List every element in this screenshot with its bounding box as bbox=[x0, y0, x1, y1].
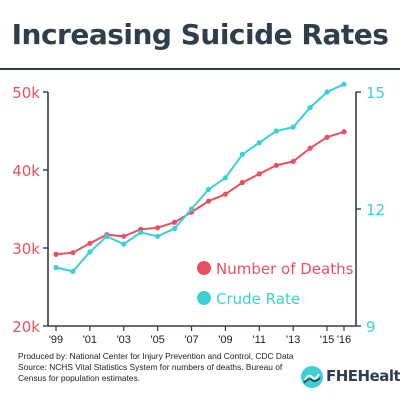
series-line-number-of-deaths bbox=[55, 130, 345, 256]
x-tick-label: '16 bbox=[337, 334, 351, 346]
x-tick-label: '15 bbox=[320, 334, 334, 346]
data-point-number-of-deaths bbox=[171, 219, 178, 225]
data-point-number-of-deaths bbox=[239, 179, 245, 186]
x-tick-label: '11 bbox=[253, 334, 267, 346]
x-tick-label: '07 bbox=[184, 334, 198, 346]
data-point-crude-rate bbox=[239, 151, 245, 157]
data-point-number-of-deaths bbox=[324, 134, 330, 140]
data-point-number-of-deaths bbox=[273, 162, 279, 168]
data-point-crude-rate bbox=[155, 233, 161, 239]
brand-name: FHEHealth bbox=[326, 367, 400, 385]
data-point-crude-rate bbox=[171, 225, 178, 232]
fhe-logo-icon bbox=[301, 366, 323, 388]
data-point-crude-rate bbox=[53, 264, 59, 271]
data-point-number-of-deaths bbox=[222, 191, 229, 197]
x-tick-label: '01 bbox=[83, 334, 97, 346]
title-divider bbox=[0, 68, 400, 70]
data-point-number-of-deaths bbox=[290, 158, 296, 165]
y-left-tick-label: 50k bbox=[12, 84, 40, 102]
data-point-crude-rate bbox=[273, 128, 279, 134]
x-tick-label: '99 bbox=[49, 334, 63, 346]
data-point-crude-rate bbox=[324, 89, 330, 95]
x-tick-label: '13 bbox=[286, 334, 300, 346]
data-point-crude-rate bbox=[104, 233, 110, 239]
brand-logo: FHEHealth bbox=[300, 364, 400, 390]
data-point-crude-rate bbox=[138, 229, 144, 235]
x-tick-label: '09 bbox=[218, 334, 232, 346]
y-right-tick-label: 9 bbox=[366, 318, 376, 336]
data-point-crude-rate bbox=[307, 105, 313, 111]
data-point-number-of-deaths bbox=[307, 145, 313, 151]
y-right-tick-label: 15 bbox=[366, 84, 385, 102]
page-title: Increasing Suicide Rates bbox=[11, 18, 389, 51]
y-right-tick-label: 12 bbox=[366, 201, 385, 219]
legend-label-number-of-deaths: Number of Deaths bbox=[216, 260, 354, 278]
data-point-crude-rate bbox=[341, 81, 347, 87]
data-point-crude-rate bbox=[256, 140, 262, 146]
data-point-number-of-deaths bbox=[341, 129, 347, 135]
y-left-tick-label: 30k bbox=[12, 240, 40, 258]
data-point-crude-rate bbox=[70, 268, 76, 274]
y-left-tick-label: 20k bbox=[12, 318, 40, 336]
legend-label-crude-rate: Crude Rate bbox=[216, 290, 300, 308]
data-point-number-of-deaths bbox=[53, 251, 59, 257]
data-point-crude-rate bbox=[222, 175, 229, 181]
data-point-crude-rate bbox=[121, 241, 127, 247]
legend-marker-number-of-deaths bbox=[197, 261, 211, 275]
data-point-number-of-deaths bbox=[87, 240, 93, 246]
legend-marker-crude-rate bbox=[197, 291, 211, 305]
data-point-crude-rate bbox=[205, 186, 212, 193]
data-point-crude-rate bbox=[188, 206, 195, 212]
x-tick-label: '05 bbox=[150, 334, 164, 346]
x-tick-label: '03 bbox=[117, 334, 131, 346]
data-point-number-of-deaths bbox=[205, 198, 212, 204]
data-point-number-of-deaths bbox=[121, 233, 127, 239]
data-point-number-of-deaths bbox=[70, 250, 76, 256]
data-point-crude-rate bbox=[290, 124, 296, 130]
y-left-tick-label: 40k bbox=[12, 162, 40, 180]
source-footnote: Produced by: National Center for Injury … bbox=[18, 351, 294, 383]
data-point-crude-rate bbox=[87, 249, 93, 255]
data-point-number-of-deaths bbox=[155, 225, 161, 231]
series-line-crude-rate bbox=[55, 83, 345, 273]
data-point-number-of-deaths bbox=[256, 171, 262, 177]
